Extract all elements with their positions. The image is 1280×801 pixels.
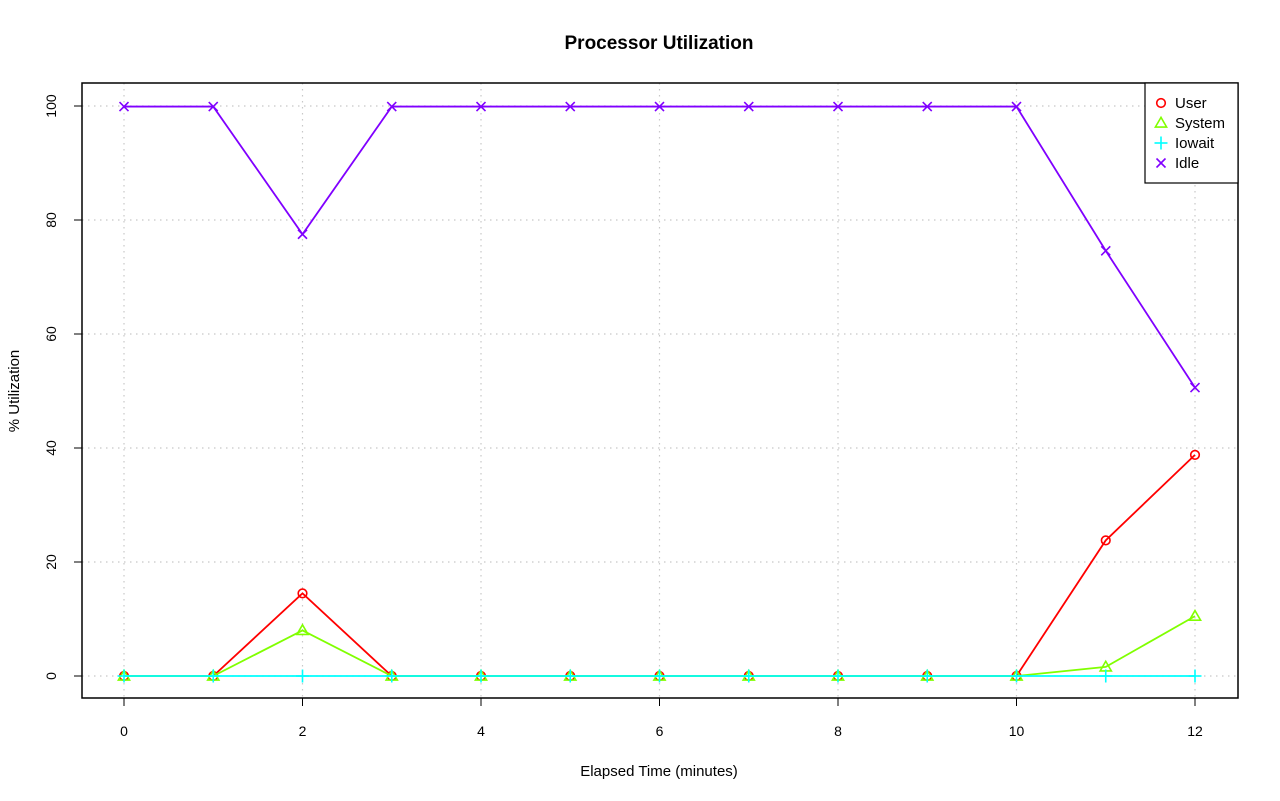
data-point-iowait xyxy=(1099,669,1113,683)
y-tick-label: 0 xyxy=(43,672,59,680)
data-point-iowait xyxy=(653,669,666,683)
legend-box xyxy=(1144,82,1239,184)
legend-marker-iowait xyxy=(1154,136,1168,150)
legend-entry-system: System xyxy=(1154,115,1225,132)
data-point-idle xyxy=(743,101,754,112)
y-tick-label: 80 xyxy=(43,212,59,228)
y-tick-label: 100 xyxy=(43,94,59,118)
x-tick-label: 12 xyxy=(1187,723,1203,739)
legend-marker-system xyxy=(1154,115,1168,128)
data-point-iowait xyxy=(385,669,399,683)
data-point-idle xyxy=(1011,101,1022,112)
data-point-idle xyxy=(565,101,576,112)
x-tick-label: 2 xyxy=(299,723,307,739)
legend-label: User xyxy=(1175,95,1207,112)
data-point-iowait xyxy=(563,669,577,683)
data-point-user xyxy=(1189,449,1201,460)
data-point-iowait xyxy=(742,669,756,683)
x-axis: 0 2 4 6 8 10 12 xyxy=(120,697,1203,739)
data-point-system xyxy=(1188,608,1202,621)
data-point-idle xyxy=(208,101,219,112)
y-axis: 0 20 40 60 80 100 xyxy=(43,94,83,680)
y-axis-label: % Utilization xyxy=(6,350,23,433)
series-layer xyxy=(117,101,1202,683)
legend-entry-iowait: Iowait xyxy=(1154,135,1215,152)
data-point-idle xyxy=(1189,382,1201,393)
series-iowait xyxy=(117,669,1202,683)
data-point-iowait xyxy=(117,669,131,683)
legend-label: System xyxy=(1175,115,1225,132)
data-point-user xyxy=(1100,535,1111,546)
data-point-iowait xyxy=(474,669,488,683)
data-point-idle xyxy=(1100,245,1111,256)
x-tick-label: 0 xyxy=(120,723,128,739)
x-tick-label: 6 xyxy=(656,723,664,739)
x-tick-label: 8 xyxy=(834,723,842,739)
data-point-idle xyxy=(386,101,397,112)
data-point-idle xyxy=(922,101,933,112)
y-tick-label: 20 xyxy=(43,554,59,570)
series-idle xyxy=(118,101,1201,393)
data-point-idle xyxy=(118,101,130,112)
x-axis-label: Elapsed Time (minutes) xyxy=(580,763,738,780)
legend-label: Iowait xyxy=(1175,135,1215,152)
legend: User System Iowait Idle xyxy=(1144,82,1239,184)
data-point-idle xyxy=(654,101,665,112)
data-point-user xyxy=(297,588,308,599)
legend-entry-idle: Idle xyxy=(1155,155,1199,172)
x-tick-label: 4 xyxy=(477,723,485,739)
data-point-idle xyxy=(297,229,308,240)
data-point-idle xyxy=(475,101,487,112)
data-point-idle xyxy=(832,101,844,112)
data-point-iowait xyxy=(1010,669,1023,683)
legend-marker-user xyxy=(1155,97,1167,109)
x-tick-label: 10 xyxy=(1009,723,1025,739)
y-tick-label: 60 xyxy=(43,326,59,342)
legend-entry-user: User xyxy=(1155,95,1207,112)
data-point-iowait xyxy=(831,669,845,683)
legend-label: Idle xyxy=(1175,155,1199,172)
y-tick-label: 40 xyxy=(43,440,59,456)
data-point-iowait xyxy=(296,669,309,683)
data-point-system xyxy=(295,623,310,636)
data-point-iowait xyxy=(920,669,934,683)
chart-title: Processor Utilization xyxy=(565,33,754,54)
data-point-iowait xyxy=(1188,669,1202,683)
legend-marker-idle xyxy=(1155,157,1167,169)
data-point-iowait xyxy=(206,669,220,683)
